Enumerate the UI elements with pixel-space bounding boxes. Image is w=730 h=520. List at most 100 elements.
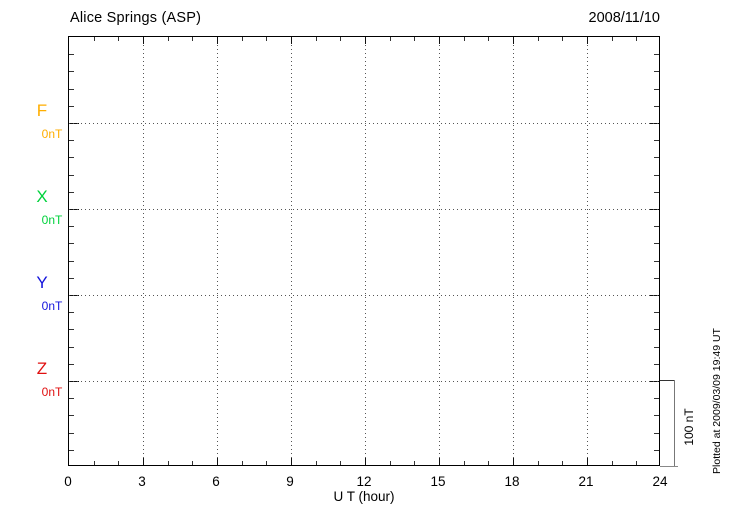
axis-tick-top [562,37,564,41]
axis-tick-bottom [414,461,416,465]
axis-extension-line [660,466,678,467]
x-tick-label: 15 [430,474,446,489]
axis-tick-bottom [611,461,613,465]
x-axis-title: U T (hour) [333,489,395,504]
channel-baseline-value-F: 0nT [41,127,63,141]
axis-tick-right [654,157,659,159]
axis-tick-right [654,398,659,400]
axis-tick-left [69,88,74,90]
axis-tick-top [241,37,243,41]
channel-baseline [69,295,659,296]
axis-tick-top [143,37,144,44]
axis-tick-right [654,105,659,107]
scale-bar-line [674,380,675,467]
axis-tick-bottom [340,461,342,465]
channel-label-X: X [36,187,48,206]
plot-area [68,36,660,466]
axis-tick-right [654,415,659,417]
axis-tick-bottom [266,461,268,465]
axis-tick-left [69,174,74,176]
axis-tick-right [654,243,659,245]
axis-tick-top [488,37,490,41]
axis-tick-left [69,260,74,262]
axis-tick-bottom [562,461,564,465]
axis-tick-right [654,277,659,279]
axis-tick-bottom [587,458,588,465]
axis-tick-right [654,449,659,451]
axis-tick-left [69,346,74,348]
axis-tick-left [69,140,74,142]
gridline-vertical [143,37,144,465]
axis-tick-right [654,260,659,262]
channel-baseline-value-Y: 0nT [41,299,63,313]
axis-tick-right [654,363,659,365]
x-tick-label: 6 [212,474,220,489]
axis-tick-right [654,88,659,90]
axis-tick-top [266,37,268,41]
channel-baseline [69,381,659,382]
channel-baseline [69,209,659,210]
axis-tick-top [217,37,218,44]
channel-baseline-value-Z: 0nT [41,385,63,399]
axis-tick-top [537,37,539,41]
axis-tick-left [69,157,74,159]
axis-tick-top [463,37,465,41]
axis-tick-right [654,226,659,228]
x-tick-label: 24 [652,474,668,489]
axis-tick-top [587,37,588,44]
axis-tick-bottom [389,461,391,465]
scale-bar-top-tick [660,380,675,381]
axis-tick-right [654,71,659,73]
axis-tick-top [365,37,366,44]
axis-tick-bottom [217,458,218,465]
gridline-vertical [439,37,440,465]
axis-tick-top [340,37,342,41]
axis-tick-bottom [463,461,465,465]
channel-label-F: F [36,101,48,120]
axis-tick-left [69,449,74,451]
axis-tick-top [611,37,613,41]
axis-tick-left [69,277,74,279]
axis-tick-bottom [167,461,169,465]
axis-tick-right [654,54,659,56]
axis-tick-top [636,37,638,41]
axis-tick-right [654,329,659,331]
x-tick-label: 0 [64,474,72,489]
axis-tick-right [654,191,659,193]
axis-tick-top [118,37,120,41]
axis-tick-bottom [636,461,638,465]
x-tick-label: 12 [356,474,372,489]
axis-tick-top [93,37,95,41]
axis-tick-top [291,37,292,44]
axis-tick-right [654,312,659,314]
axis-tick-left [69,54,74,56]
axis-tick-bottom [488,461,490,465]
x-tick-label: 21 [578,474,594,489]
axis-tick-top [167,37,169,41]
channel-label-Y: Y [36,273,48,292]
axis-tick-bottom [513,458,514,465]
axis-tick-top [414,37,416,41]
plotted-at-note: Plotted at 2009/03/09 19:49 UT [711,328,723,474]
page-title: Alice Springs (ASP) [70,10,202,26]
axis-tick-right [654,346,659,348]
gridline-vertical [365,37,366,465]
axis-tick-top [389,37,391,41]
axis-tick-right [654,174,659,176]
axis-tick-bottom [241,461,243,465]
axis-tick-bottom [537,461,539,465]
channel-label-Z: Z [36,359,48,378]
axis-tick-top [315,37,317,41]
date-label: 2008/11/10 [588,10,661,26]
axis-tick-top [439,37,440,44]
gridline-vertical [291,37,292,465]
axis-tick-bottom [315,461,317,465]
axis-tick-left [69,398,74,400]
axis-tick-left [69,363,74,365]
axis-tick-bottom [439,458,440,465]
axis-tick-top [192,37,194,41]
axis-tick-bottom [143,458,144,465]
axis-tick-top [513,37,514,44]
axis-tick-right [654,140,659,142]
